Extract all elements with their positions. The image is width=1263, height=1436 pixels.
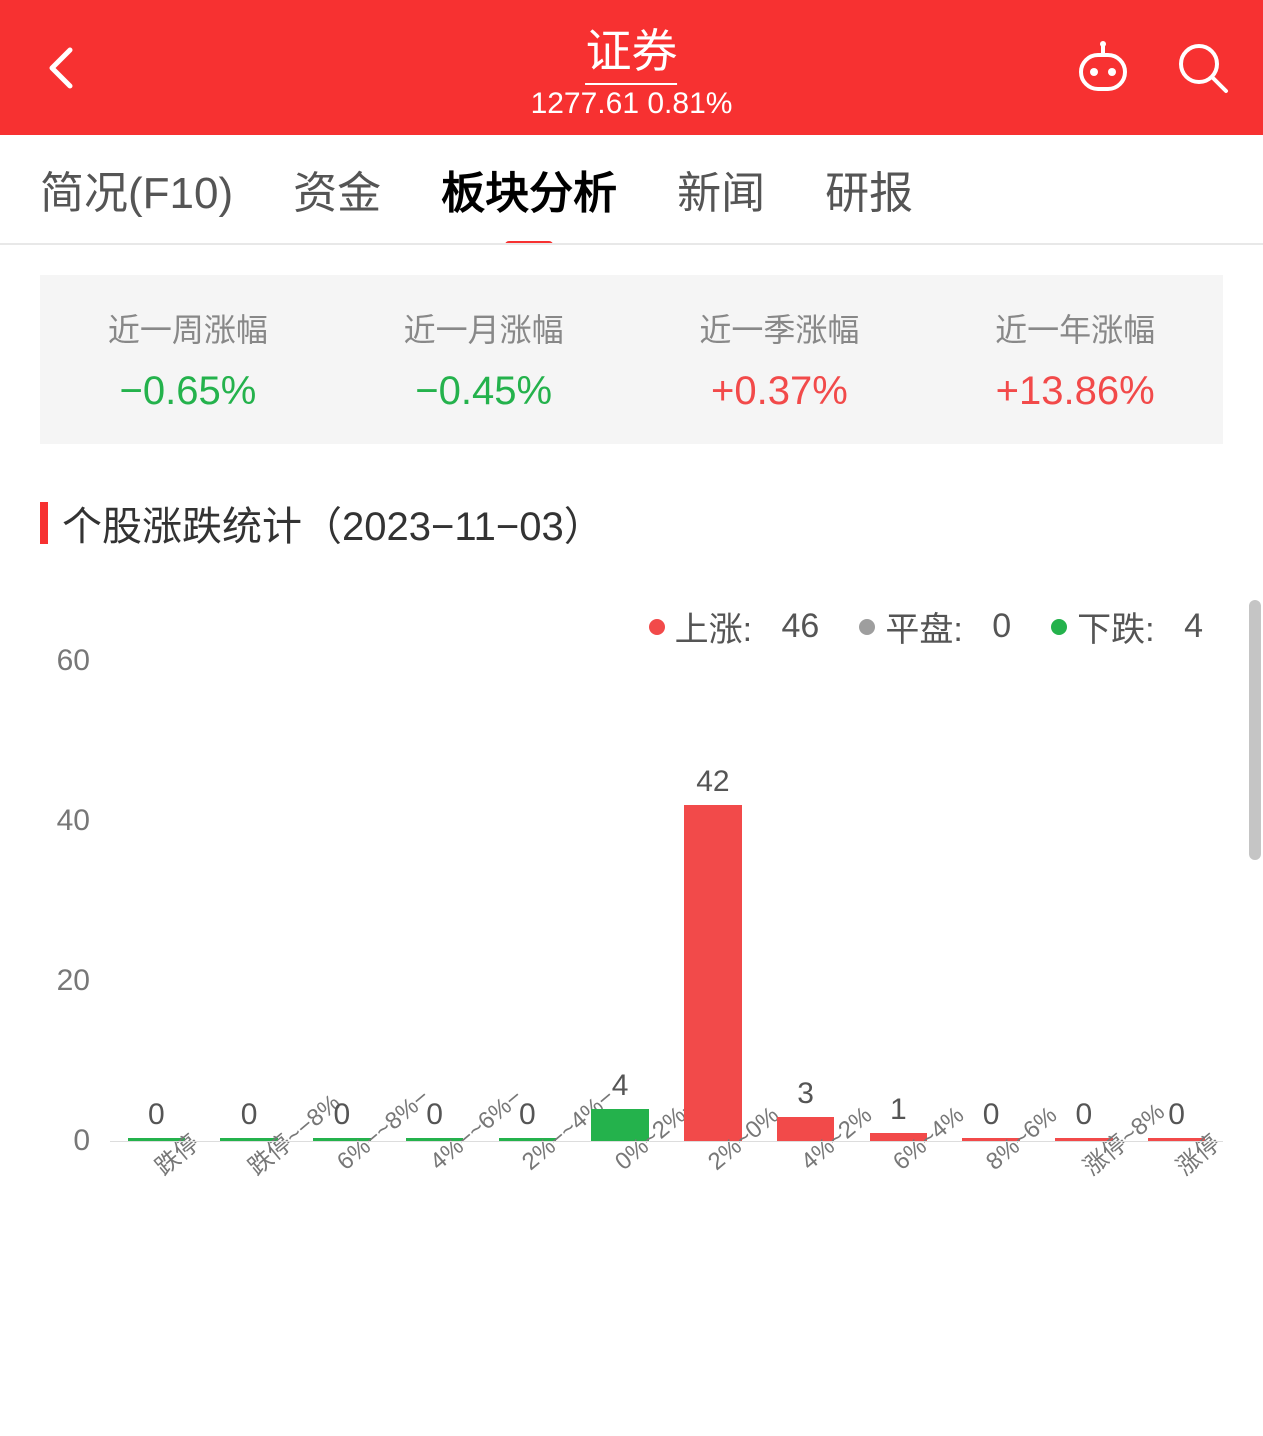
tab-研报[interactable]: 研报 (795, 157, 943, 221)
y-tick: 40 (57, 804, 90, 838)
bar-chart: 0204060 0跌停0跌停~−8%0−8%~−6%0−6%~−4%0−4%~−… (110, 661, 1223, 1141)
bar-column: 0涨停 (1130, 661, 1223, 1141)
tab-新闻[interactable]: 新闻 (647, 157, 795, 221)
chart-legend: 上涨: 46 平盘: 0 下跌: 4 (0, 582, 1263, 651)
period-label: 近一周涨幅 (40, 305, 336, 351)
y-axis: 0204060 (40, 661, 100, 1141)
bar-value-label: 3 (797, 1077, 814, 1111)
tab-资金[interactable]: 资金 (263, 157, 411, 221)
legend-down: 下跌: 4 (1051, 602, 1203, 651)
legend-flat: 平盘: 0 (859, 602, 1011, 651)
bar-column: 0跌停 (110, 661, 203, 1141)
period-item: 近一季涨幅 +0.37% (632, 305, 928, 414)
y-tick: 0 (73, 1124, 90, 1158)
tab-bar: 简况(F10)资金板块分析新闻研报 (0, 135, 1263, 245)
chart-container: 0204060 0跌停0跌停~−8%0−8%~−6%0−6%~−4%0−4%~−… (0, 651, 1263, 1281)
bar-column: 0−6%~−4% (388, 661, 481, 1141)
section-title: 个股涨跌统计（2023−11−03） (62, 494, 604, 552)
bar-value-label: 0 (1076, 1098, 1093, 1132)
bars-group: 0跌停0跌停~−8%0−8%~−6%0−6%~−4%0−4%~−2%4−2%~0… (110, 661, 1223, 1141)
bar-column: 420%~2% (667, 661, 760, 1141)
period-label: 近一月涨幅 (336, 305, 632, 351)
bar-column: 0跌停~−8% (203, 661, 296, 1141)
tab-简况(F10)[interactable]: 简况(F10) (10, 157, 263, 221)
bar-value-label: 1 (890, 1093, 907, 1127)
bar-column: 32%~4% (759, 661, 852, 1141)
search-icon (1176, 41, 1230, 95)
section-accent-bar (40, 502, 48, 544)
y-tick: 60 (57, 644, 90, 678)
period-item: 近一月涨幅 −0.45% (336, 305, 632, 414)
scrollbar-thumb[interactable] (1249, 600, 1261, 860)
period-item: 近一周涨幅 −0.65% (40, 305, 336, 414)
bar-value-label: 42 (696, 765, 729, 799)
period-summary: 近一周涨幅 −0.65%近一月涨幅 −0.45%近一季涨幅 +0.37% 近一年涨幅 +1… (40, 275, 1223, 444)
bar-value-label: 0 (148, 1098, 165, 1132)
tab-板块分析[interactable]: 板块分析 (411, 157, 647, 221)
legend-dot-flat (859, 619, 875, 635)
section-header: 个股涨跌统计（2023−11−03） (0, 474, 1263, 582)
bar-column: 0−4%~−2% (481, 661, 574, 1141)
period-value: +0.37% (632, 369, 928, 414)
bar-value-label: 0 (334, 1098, 351, 1132)
robot-icon (1074, 41, 1132, 95)
grid-line (110, 1141, 1223, 1142)
bar-column: 06%~8% (945, 661, 1038, 1141)
header-title-block[interactable]: 证券 1277.61 0.81% (531, 15, 733, 121)
header-title: 证券 (586, 15, 678, 85)
x-axis-label: 涨停 (1167, 1124, 1226, 1182)
bar-value-label: 0 (983, 1098, 1000, 1132)
bar-column: 14%~6% (852, 661, 945, 1141)
bar-value-label: 0 (519, 1098, 536, 1132)
period-item: 近一年涨幅 +13.86% (927, 305, 1223, 414)
period-label: 近一季涨幅 (632, 305, 928, 351)
back-button[interactable] (30, 38, 90, 98)
bar-value-label: 0 (1168, 1098, 1185, 1132)
search-button[interactable] (1173, 38, 1233, 98)
header-subtitle: 1277.61 0.81% (531, 87, 733, 121)
period-value: −0.65% (40, 369, 336, 414)
period-value: +13.86% (927, 369, 1223, 414)
x-axis-label: 跌停 (146, 1124, 205, 1182)
bar-column: 08%~涨停 (1038, 661, 1131, 1141)
legend-dot-down (1051, 619, 1067, 635)
bar[interactable] (684, 805, 742, 1141)
bar-column: 4−2%~0% (574, 661, 667, 1141)
bar-value-label: 0 (426, 1098, 443, 1132)
legend-up: 上涨: 46 (649, 602, 820, 651)
period-label: 近一年涨幅 (927, 305, 1223, 351)
y-tick: 20 (57, 964, 90, 998)
legend-dot-up (649, 619, 665, 635)
bar-value-label: 0 (241, 1098, 258, 1132)
bar-value-label: 4 (612, 1069, 629, 1103)
app-header: 证券 1277.61 0.81% (0, 0, 1263, 135)
assistant-button[interactable] (1073, 38, 1133, 98)
bar-column: 0−8%~−6% (296, 661, 389, 1141)
chevron-left-icon (46, 46, 74, 90)
period-value: −0.45% (336, 369, 632, 414)
